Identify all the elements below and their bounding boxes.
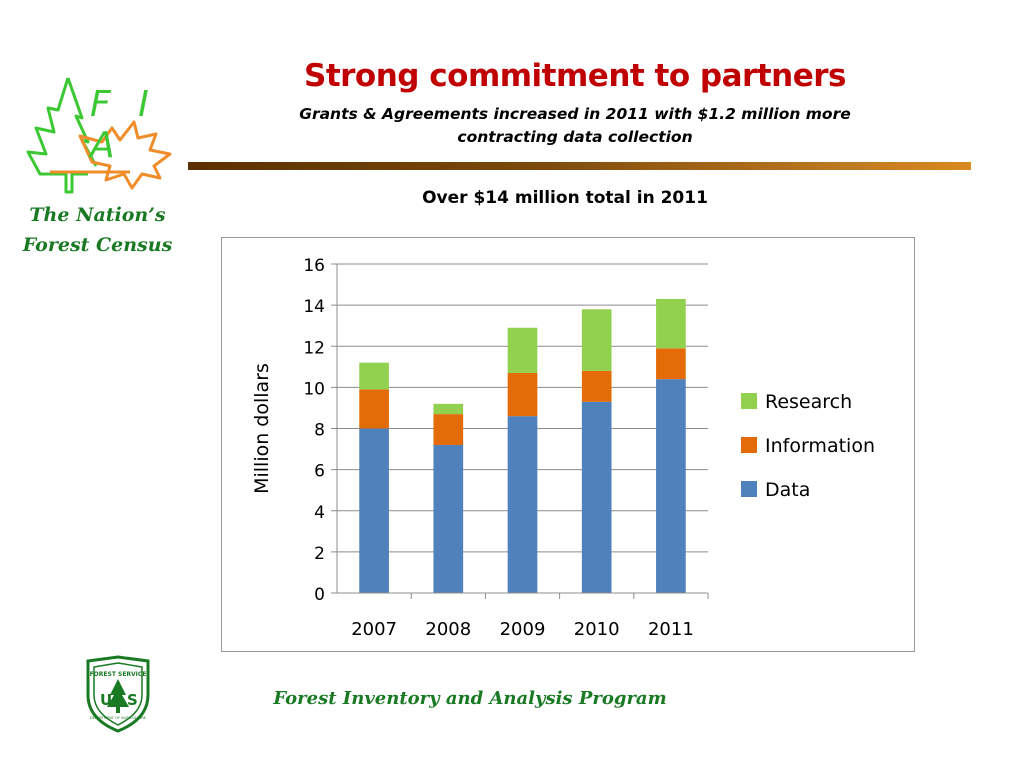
legend-swatch-information [741, 437, 757, 453]
logo-text: F I A [90, 84, 157, 166]
subtitle-line-1: Grants & Agreements increased in 2011 wi… [299, 105, 851, 123]
y-axis-title: Million dollars [251, 363, 273, 494]
tagline-line-2: Forest Census [22, 234, 173, 256]
shield-letter-s: S [127, 691, 138, 709]
bar-data-2007 [359, 428, 389, 593]
legend-label-data: Data [765, 479, 810, 501]
y-tick-label: 4 [314, 503, 325, 523]
x-tick-label: 2009 [500, 619, 546, 640]
shield-bottom-text: DEPARTMENT OF AGRICULTURE [90, 716, 147, 720]
fia-logo: F I A [10, 70, 195, 200]
slide-subtitle: Grants & Agreements increased in 2011 wi… [240, 103, 910, 149]
bar-information-2008 [433, 414, 464, 445]
legend-swatch-data [741, 481, 757, 497]
x-tick-label: 2011 [648, 619, 694, 640]
bar-information-2009 [507, 372, 538, 417]
bar-information-2011 [656, 348, 686, 380]
x-tick-label: 2007 [351, 619, 397, 640]
y-tick-label: 6 [314, 462, 325, 482]
y-tick-label: 10 [303, 379, 325, 399]
chart-frame: 0 2 4 6 8 10 12 14 16 Million dollars 2007 2008 2009… [221, 237, 915, 652]
bar-data-2009 [507, 416, 538, 593]
shield-top-text: FOREST SERVICE [90, 671, 147, 678]
y-tick-label: 8 [314, 421, 325, 441]
slide-title: Strong commitment to partners [304, 58, 846, 94]
legend-label-research: Research [765, 391, 852, 413]
bar-research-2011 [656, 298, 686, 349]
subtitle-line-2: contracting data collection [457, 128, 693, 146]
x-tick-label: 2008 [425, 619, 471, 640]
bar-research-2007 [359, 362, 389, 390]
stacked-bar-chart: 0 2 4 6 8 10 12 14 16 Million dollars 2007 2008 2009… [251, 256, 875, 640]
y-tick-label: 2 [314, 544, 325, 564]
footer-program-name: Forest Inventory and Analysis Program [273, 688, 667, 709]
fia-logo-graphic [26, 77, 172, 194]
bar-research-2009 [507, 327, 538, 373]
bar-data-2008 [433, 444, 464, 593]
bar-research-2008 [433, 403, 464, 415]
shield-icon: U S FOREST SERVICE DEPARTMENT OF AGRICUL… [86, 655, 150, 733]
forest-service-shield-logo: U S FOREST SERVICE DEPARTMENT OF AGRICUL… [80, 655, 156, 733]
y-tick-label: 16 [303, 256, 325, 276]
legend-label-information: Information [765, 435, 875, 457]
bar-research-2010 [581, 309, 612, 371]
x-tick-label: 2010 [574, 619, 620, 640]
y-tick-label: 12 [303, 338, 325, 358]
y-tick-label: 14 [303, 297, 325, 317]
bar-information-2010 [581, 370, 612, 402]
chart-title: Over $14 million total in 2011 [422, 188, 708, 208]
bar-data-2011 [656, 379, 686, 593]
bar-data-2010 [581, 401, 612, 593]
tagline-line-1: The Nation’s [29, 204, 166, 226]
shield-letter-u: U [100, 691, 112, 709]
y-tick-label: 0 [314, 585, 325, 605]
title-divider [188, 162, 971, 170]
bar-information-2007 [359, 389, 389, 429]
tagline: The Nation’s Forest Census [10, 200, 185, 260]
legend-swatch-research [741, 393, 757, 409]
